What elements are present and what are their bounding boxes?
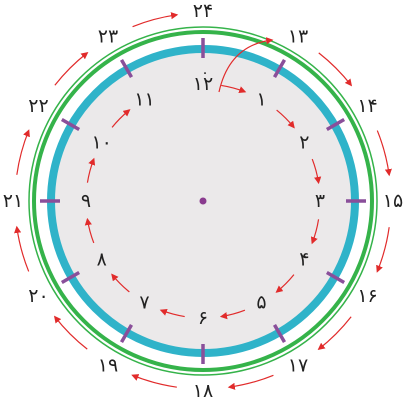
hour-tick [272, 58, 287, 79]
hour-tick [60, 117, 81, 132]
hour-tick [325, 117, 346, 132]
hour-tick [60, 270, 81, 285]
outer-number-label: ۲۳ [98, 25, 118, 47]
outer-ring-thin [28, 26, 378, 376]
inner-number-label: ۸ [97, 249, 107, 271]
inner-step-arrow [159, 308, 185, 318]
outer-step-arrow [376, 227, 390, 273]
outer-arrows [14, 12, 392, 390]
outer-number-label: ۱۸ [193, 380, 213, 397]
outer-number-label: ۱۶ [357, 285, 377, 307]
twelve-to-thirteen-arrow [218, 37, 274, 93]
inner-number-label: ۳ [315, 190, 325, 212]
inner-arrows [84, 84, 322, 320]
inner-step-arrow [311, 158, 322, 185]
hour-tick [325, 270, 346, 285]
inner-number-label: ۴ [299, 249, 309, 271]
inner-step-arrow [86, 157, 96, 183]
inner-number-label: ۵ [256, 291, 266, 313]
outer-number-label: ۲۲ [28, 95, 48, 117]
outer-step-arrow [227, 374, 274, 390]
outer-step-arrow [318, 52, 353, 87]
inner-step-arrow [310, 219, 320, 245]
outer-number-label: ۱۴ [357, 95, 377, 117]
outer-number-label: ۲۴ [193, 0, 213, 22]
inner-number-label: ۱ [256, 89, 266, 111]
hour-ticks [40, 38, 366, 364]
inner-step-arrow [111, 109, 131, 128]
inner-step-arrow [111, 273, 130, 293]
outer-number-label: ۱۷ [288, 355, 308, 377]
center-dot [199, 197, 207, 205]
inner-step-arrow [221, 84, 247, 94]
inner-step-arrow [84, 217, 95, 244]
outer-step-arrow [14, 225, 30, 272]
outer-number-label: ۲۰ [28, 285, 48, 307]
inner-number-label: ۲ [299, 132, 309, 154]
outer-step-arrow [376, 130, 392, 177]
hour-tick [272, 323, 287, 344]
outer-number-label: ۲۱ [3, 190, 23, 212]
inner-step-arrow [275, 274, 295, 293]
inner-number-label: ۹ [81, 190, 91, 212]
inner-step-arrow [276, 109, 295, 129]
outer-number-label: ۱۵ [383, 190, 403, 212]
outer-step-arrow [317, 316, 352, 351]
outer-step-arrow [131, 374, 177, 388]
inner-step-arrow [219, 309, 246, 320]
outer-step-arrow [53, 315, 88, 350]
inner-number-label: ۷ [139, 291, 149, 313]
inner-number-label: ۱۰ [91, 132, 111, 154]
outer-step-arrow [54, 51, 89, 86]
inner-number-label: ۱۲ [193, 73, 213, 95]
inner-number-label: ۶ [198, 307, 208, 329]
hour-tick [119, 323, 134, 344]
hour-tick [119, 58, 134, 79]
inner-number-label: ۱۱ [134, 89, 154, 111]
outer-step-arrow [16, 129, 30, 175]
outer-number-label: ۱۹ [98, 355, 118, 377]
outer-step-arrow [132, 12, 179, 28]
zero-label: ۰ [201, 65, 209, 81]
outer-number-label: ۱۳ [288, 25, 308, 47]
outer-ring [32, 30, 374, 372]
